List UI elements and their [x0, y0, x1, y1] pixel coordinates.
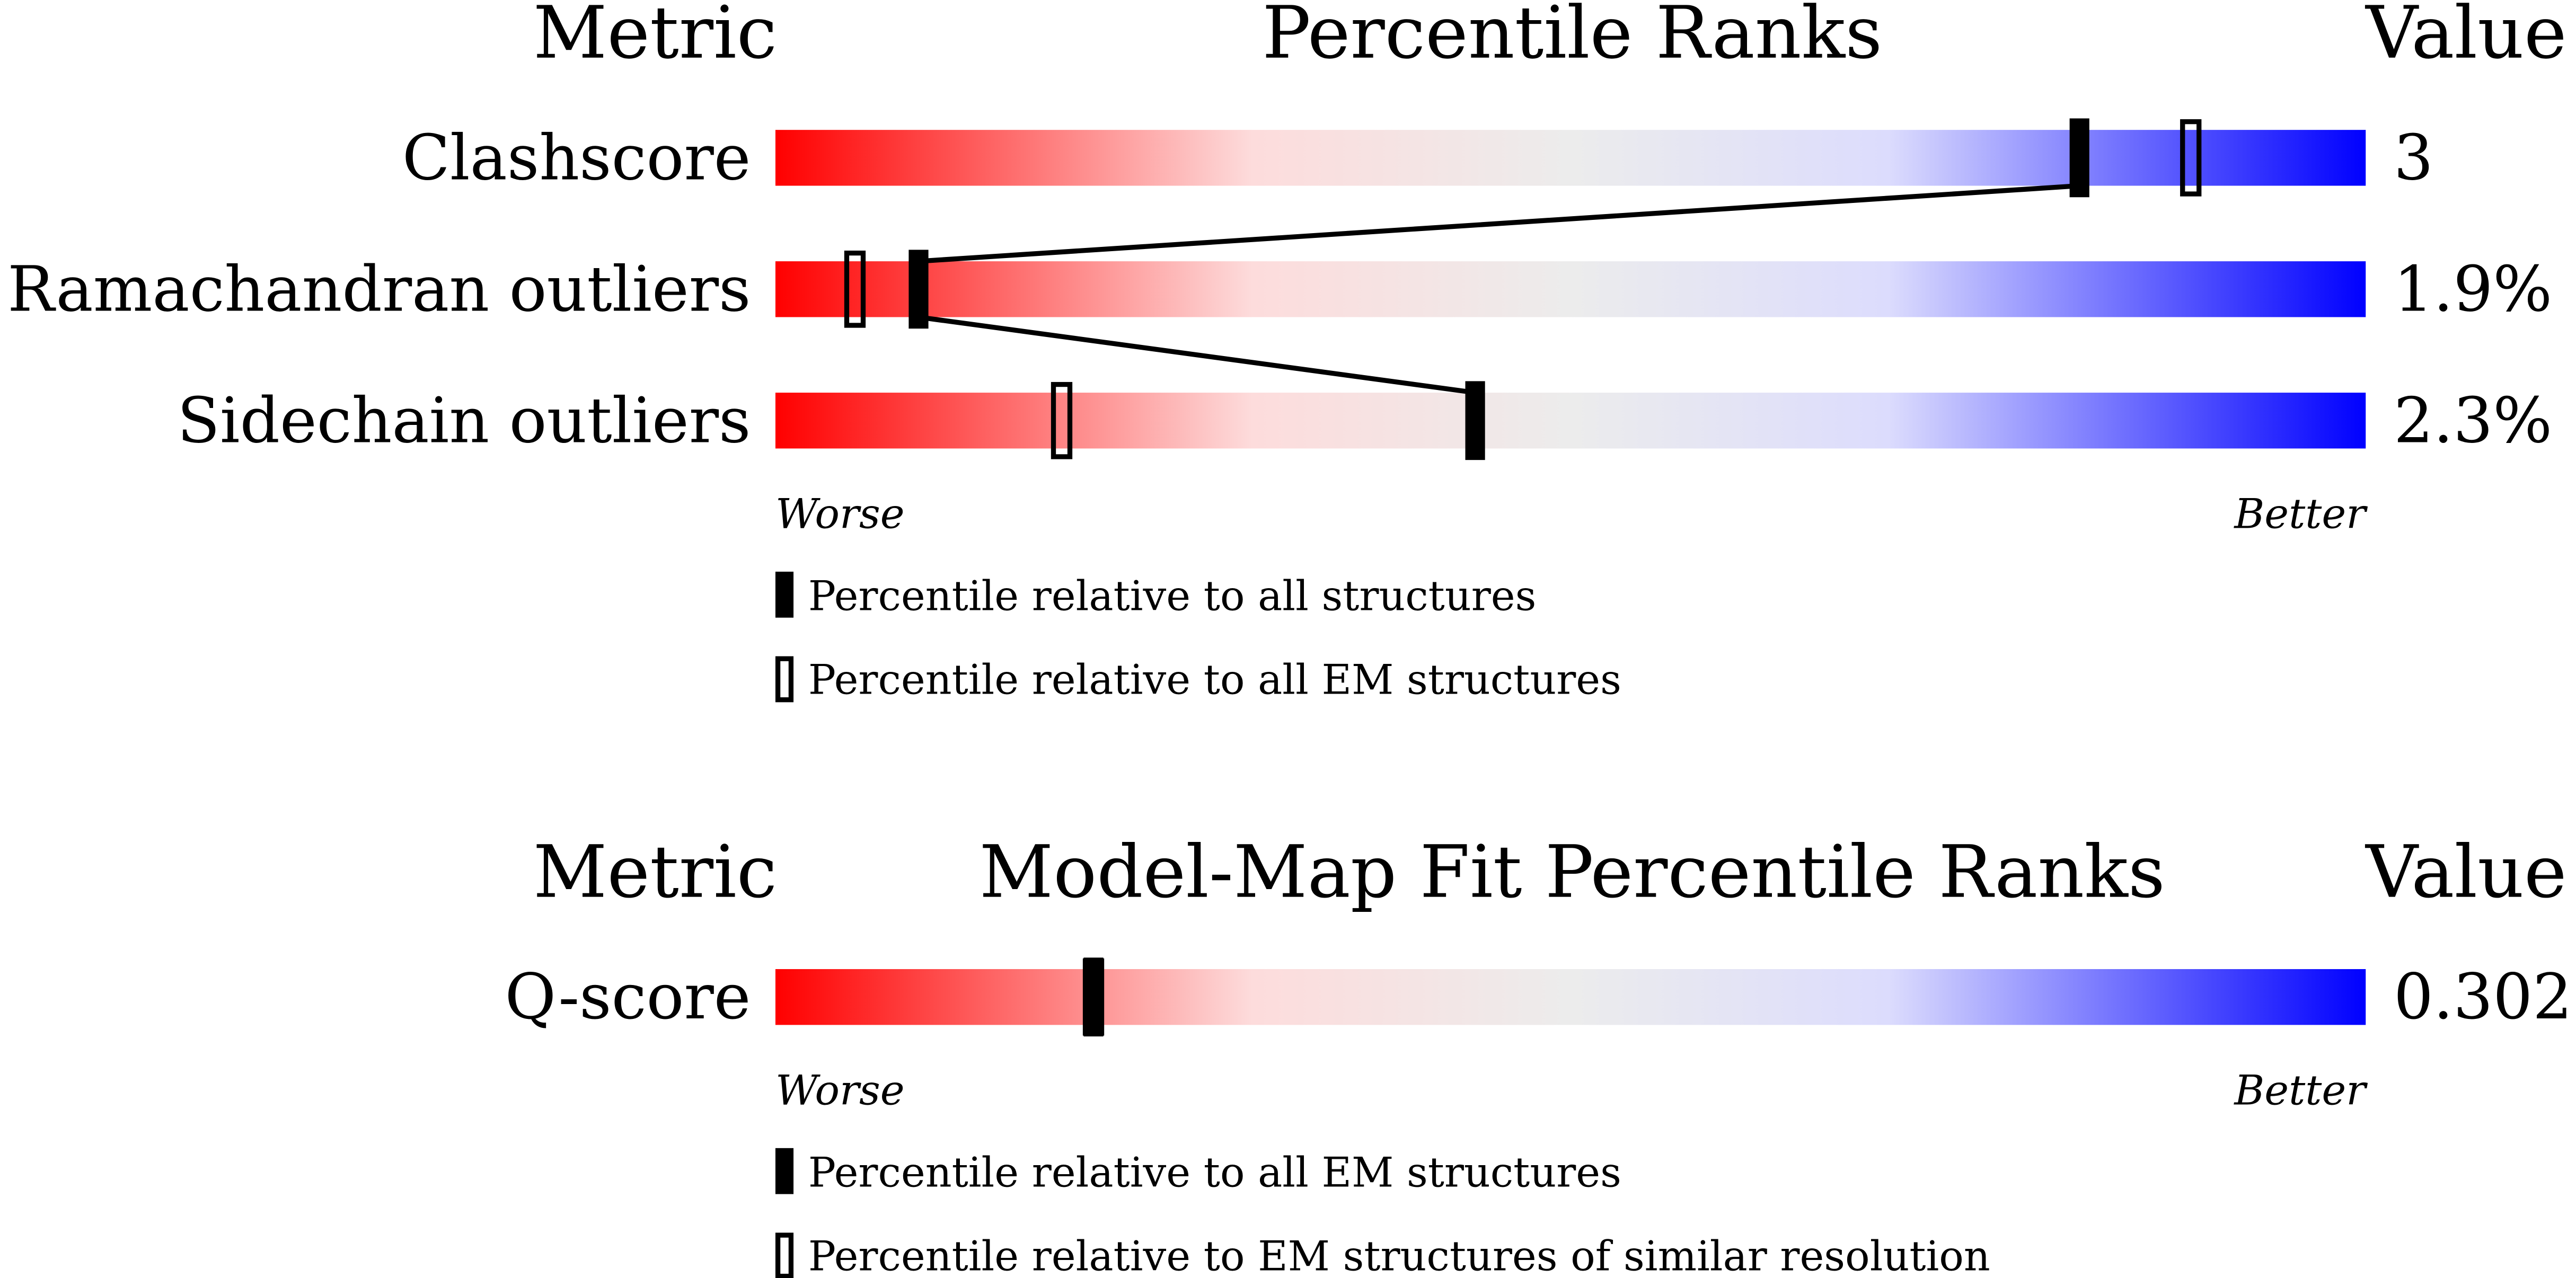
header-metric: Metric	[533, 830, 777, 915]
metric-label: Q-score	[505, 961, 751, 1033]
metric-label: Clashscore	[402, 121, 751, 194]
scale-worse: Worse	[775, 490, 905, 538]
percentile-bar	[775, 261, 2366, 317]
marker-filled	[1465, 381, 1485, 460]
marker-open	[2180, 119, 2202, 197]
marker-open	[1051, 381, 1073, 459]
header-metric: Metric	[533, 0, 777, 75]
legend-open: Percentile relative to all EM structures	[808, 656, 1621, 704]
header-title: Percentile Ranks	[1262, 0, 1882, 75]
header-value: Value	[2365, 0, 2566, 75]
scale-worse: Worse	[775, 1067, 905, 1114]
legend-open-icon	[775, 1232, 794, 1278]
percentile-bar	[775, 393, 2366, 449]
percentile-bar	[775, 130, 2366, 186]
legend-open-icon	[775, 656, 794, 703]
metric-value: 1.9%	[2394, 253, 2552, 325]
percentile-bar	[775, 969, 2366, 1025]
legend-open: Percentile relative to EM structures of …	[808, 1232, 1990, 1278]
metric-label: Ramachandran outliers	[7, 253, 751, 325]
header-title: Model-Map Fit Percentile Ranks	[980, 830, 2165, 915]
scale-better: Better	[2233, 490, 2368, 538]
connector	[918, 314, 1476, 395]
marker-open	[844, 250, 866, 328]
header-value: Value	[2365, 830, 2566, 915]
metric-value: 0.302	[2394, 961, 2572, 1033]
marker-filled	[1083, 957, 1104, 1037]
metric-value: 2.3%	[2394, 384, 2552, 457]
legend-filled: Percentile relative to all EM structures	[808, 1149, 1621, 1196]
connector	[918, 183, 2080, 264]
scale-better: Better	[2233, 1067, 2368, 1114]
legend-filled-icon	[775, 1148, 794, 1194]
legend-filled: Percentile relative to all structures	[808, 572, 1536, 620]
metric-value: 3	[2394, 121, 2433, 194]
legend-filled-icon	[775, 571, 794, 618]
metric-label: Sidechain outliers	[177, 384, 751, 457]
